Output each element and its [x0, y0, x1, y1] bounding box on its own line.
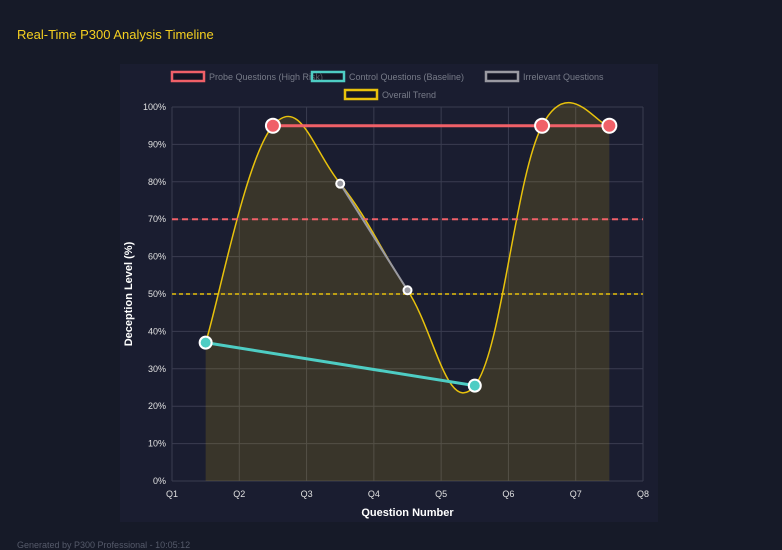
- data-point: [467, 378, 482, 393]
- data-point: [198, 335, 213, 350]
- y-tick-label: 70%: [148, 214, 166, 224]
- y-tick-label: 60%: [148, 252, 166, 262]
- data-point: [264, 117, 281, 134]
- data-point: [335, 178, 346, 189]
- y-tick-label: 100%: [143, 102, 166, 112]
- y-tick-label: 0%: [153, 476, 166, 486]
- x-tick-label: Q6: [502, 489, 514, 499]
- legend-swatch: [484, 70, 520, 83]
- legend-label: Control Questions (Baseline): [349, 72, 464, 82]
- y-tick-label: 90%: [148, 139, 166, 149]
- data-point: [402, 285, 413, 296]
- y-tick-label: 80%: [148, 177, 166, 187]
- x-tick-label: Q7: [570, 489, 582, 499]
- legend-label: Probe Questions (High Risk): [209, 72, 323, 82]
- y-tick-label: 10%: [148, 439, 166, 449]
- x-axis-label: Question Number: [361, 507, 454, 519]
- x-tick-label: Q8: [637, 489, 649, 499]
- data-point: [601, 117, 618, 134]
- y-tick-label: 40%: [148, 326, 166, 336]
- x-tick-label: Q2: [233, 489, 245, 499]
- legend-swatch: [310, 70, 346, 83]
- x-tick-label: Q3: [301, 489, 313, 499]
- series-line-1: [205, 341, 476, 388]
- page-title: Real-Time P300 Analysis Timeline: [17, 27, 214, 42]
- chart-panel: 0% 10% 20% 30% 40% 50% 60% 70% 80% 90% 100% Q1 Q2 Q3 Q…: [120, 64, 658, 522]
- y-tick-label: 50%: [148, 289, 166, 299]
- legend-swatch: [343, 88, 379, 101]
- series-line-2: [339, 183, 409, 291]
- x-tick-label: Q1: [166, 489, 178, 499]
- chart: 0% 10% 20% 30% 40% 50% 60% 70% 80% 90% 100% Q1 Q2 Q3 Q…: [123, 70, 649, 519]
- data-point: [534, 117, 551, 134]
- legend-label: Overall Trend: [382, 90, 436, 100]
- legend-label: Irrelevant Questions: [523, 72, 604, 82]
- legend-swatch: [170, 70, 206, 83]
- y-tick-label: 20%: [148, 401, 166, 411]
- y-axis-label: Deception Level (%): [123, 241, 135, 346]
- y-tick-label: 30%: [148, 364, 166, 374]
- x-tick-label: Q5: [435, 489, 447, 499]
- x-tick-label: Q4: [368, 489, 380, 499]
- trend-line: [204, 101, 610, 394]
- footer-text: Generated by P300 Professional - 10:05:1…: [17, 540, 191, 550]
